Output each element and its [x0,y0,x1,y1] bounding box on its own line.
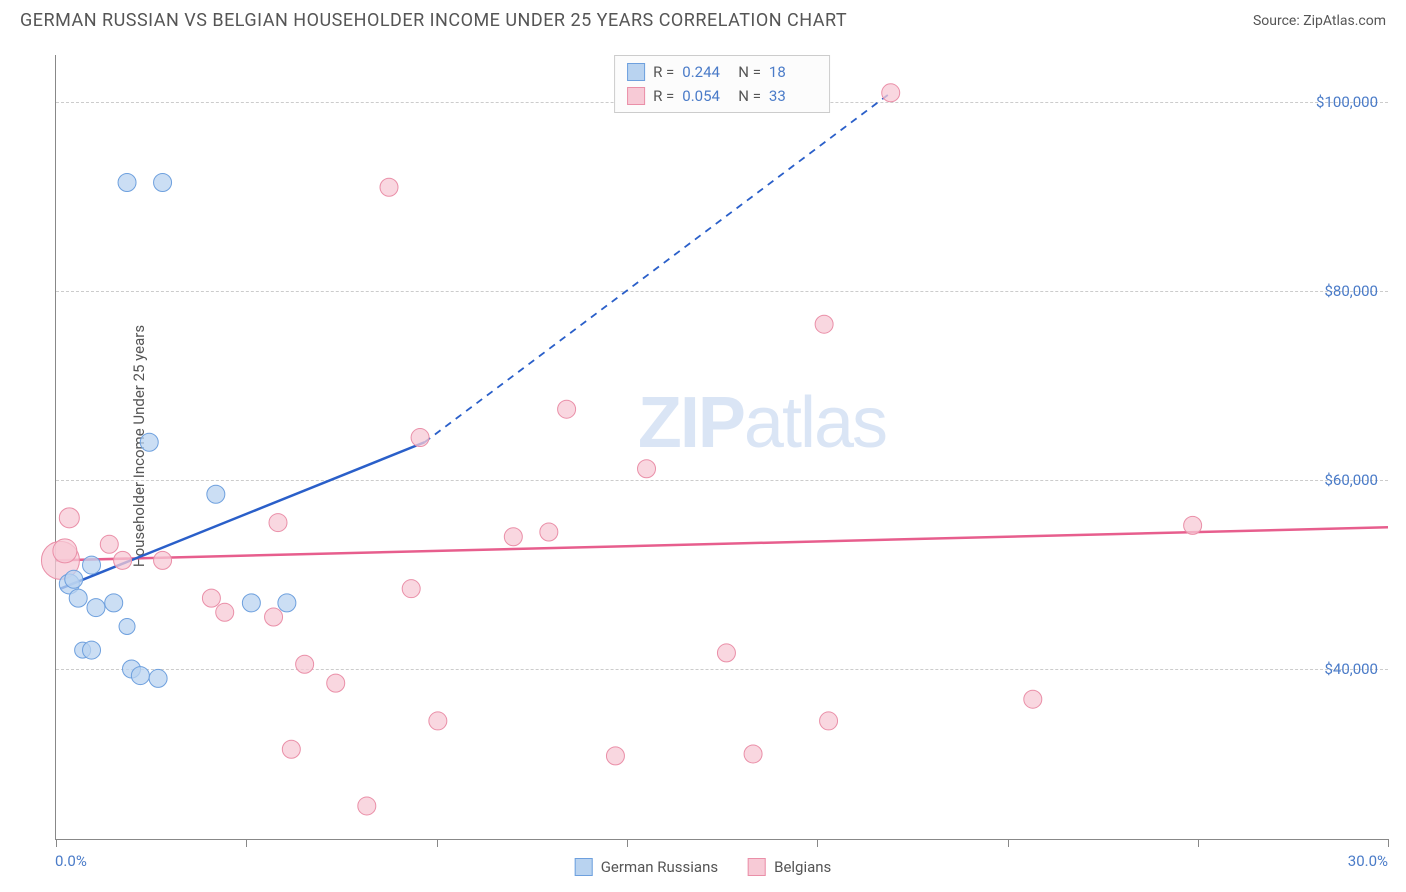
stats-row-series2: R = 0.054 N = 33 [627,84,817,108]
point-belgians [282,740,300,758]
point-german-russians [69,589,87,607]
point-belgians [717,644,735,662]
stats-box: R = 0.244 N = 18 R = 0.054 N = 33 [614,55,830,113]
legend: German Russians Belgians [575,858,832,876]
point-german-russians [278,594,296,612]
point-belgians [606,747,624,765]
point-belgians [1184,516,1202,534]
legend-label-series2: Belgians [774,858,831,876]
x-tick [246,839,247,847]
x-tick [1008,839,1009,847]
legend-label-series1: German Russians [601,858,718,876]
swatch-series2 [748,858,766,876]
r-value-series1: 0.244 [682,60,730,84]
point-belgians [380,178,398,196]
point-german-russians [105,594,123,612]
source-attribution: Source: ZipAtlas.com [1253,13,1386,29]
point-belgians [882,84,900,102]
n-label: N = [738,60,761,84]
point-german-russians [65,570,83,588]
x-tick [817,839,818,847]
swatch-series2 [627,87,645,105]
x-tick [437,839,438,847]
point-belgians [59,508,79,528]
legend-item-series1: German Russians [575,858,718,876]
n-value-series1: 18 [769,60,817,84]
point-belgians [558,400,576,418]
legend-item-series2: Belgians [748,858,831,876]
point-belgians [100,535,118,553]
scatter-svg [56,55,1388,839]
source-prefix: Source: [1253,13,1303,29]
point-belgians [114,551,132,569]
point-belgians [358,797,376,815]
point-belgians [411,429,429,447]
x-axis-start-label: 0.0% [55,852,87,870]
point-german-russians [83,641,101,659]
point-german-russians [118,174,136,192]
y-tick-label: $100,000 [1316,93,1378,111]
point-belgians [820,712,838,730]
point-belgians [296,655,314,673]
point-belgians [402,580,420,598]
swatch-series1 [575,858,593,876]
point-belgians [327,674,345,692]
plot-area: ZIPatlas R = 0.244 N = 18 R = 0.054 N = … [55,55,1388,840]
y-tick-label: $40,000 [1324,660,1378,678]
x-tick [56,839,57,847]
point-belgians [429,712,447,730]
point-german-russians [83,556,101,574]
chart-title: GERMAN RUSSIAN VS BELGIAN HOUSEHOLDER IN… [20,10,847,31]
n-value-series2: 33 [769,84,817,108]
x-axis-end-label: 30.0% [1348,852,1388,870]
chart-container: GERMAN RUSSIAN VS BELGIAN HOUSEHOLDER IN… [0,0,1406,892]
regression-line [425,93,891,442]
y-tick-label: $80,000 [1324,282,1378,300]
point-belgians [744,745,762,763]
r-label: R = [653,84,674,108]
point-belgians [815,315,833,333]
point-belgians [265,608,283,626]
point-belgians [504,528,522,546]
x-tick [1198,839,1199,847]
header: GERMAN RUSSIAN VS BELGIAN HOUSEHOLDER IN… [0,0,1406,31]
point-belgians [202,589,220,607]
regression-line [60,442,424,588]
point-german-russians [119,618,135,634]
point-german-russians [131,667,149,685]
point-belgians [269,514,287,532]
point-german-russians [140,433,158,451]
point-german-russians [207,485,225,503]
point-german-russians [154,174,172,192]
stats-row-series1: R = 0.244 N = 18 [627,60,817,84]
x-tick [627,839,628,847]
x-tick [1388,839,1389,847]
point-german-russians [87,599,105,617]
point-german-russians [242,594,260,612]
r-value-series2: 0.054 [682,84,730,108]
point-belgians [216,603,234,621]
point-belgians [53,539,77,563]
r-label: R = [653,60,674,84]
swatch-series1 [627,63,645,81]
source-name: ZipAtlas.com [1303,13,1386,29]
n-label: N = [738,84,761,108]
y-tick-label: $60,000 [1324,471,1378,489]
point-german-russians [149,669,167,687]
point-belgians [638,460,656,478]
point-belgians [1024,690,1042,708]
point-belgians [540,523,558,541]
point-belgians [154,551,172,569]
